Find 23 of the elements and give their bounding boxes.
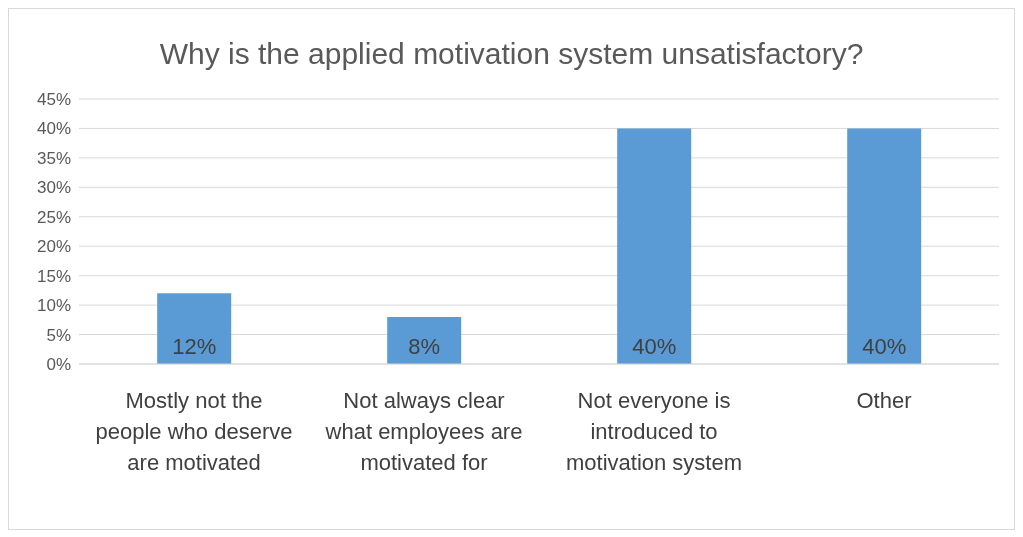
data-label: 40%	[632, 334, 677, 359]
data-label: 12%	[172, 334, 217, 359]
chart-title: Why is the applied motivation system unsatisfactory?	[158, 36, 865, 72]
y-tick-label: 45%	[36, 90, 71, 110]
x-tick-label: Other	[856, 388, 912, 413]
y-tick-label: 15%	[36, 266, 71, 286]
y-tick-label: 10%	[36, 296, 71, 316]
x-tick-label: Not always clear what employees are motivated for	[324, 388, 523, 475]
data-label: 40%	[862, 334, 907, 359]
bar	[387, 316, 462, 364]
bar	[847, 128, 922, 364]
y-tick-label: 5%	[46, 325, 71, 345]
bar	[617, 128, 692, 364]
data-label: 8%	[408, 334, 441, 359]
y-tick-label: 35%	[36, 148, 71, 168]
x-tick-label: Mostly not the people who deserve are motivated	[95, 388, 293, 475]
x-tick-label: Not everyone is introduced to motivation system	[565, 388, 743, 475]
y-tick-label: 0%	[46, 355, 71, 375]
bar	[157, 293, 232, 364]
y-tick-label: 40%	[36, 119, 71, 139]
y-tick-label: 25%	[36, 207, 71, 227]
y-tick-label: 30%	[36, 178, 71, 198]
y-tick-label: 20%	[36, 237, 71, 257]
